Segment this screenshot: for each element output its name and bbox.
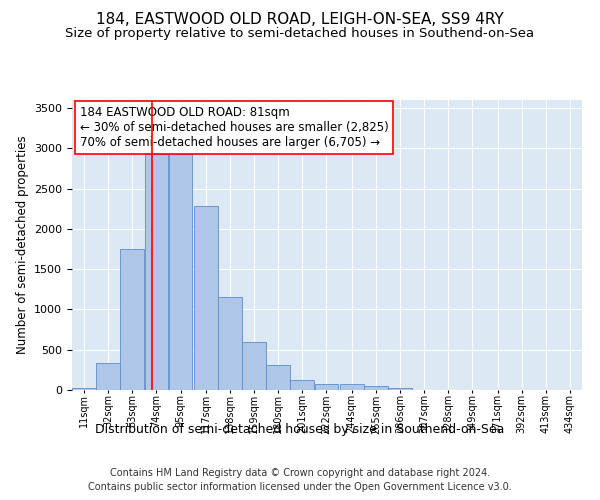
Bar	[145, 154, 169, 390]
Text: 184, EASTWOOD OLD ROAD, LEIGH-ON-SEA, SS9 4RY: 184, EASTWOOD OLD ROAD, LEIGH-ON-SEA, SS…	[96, 12, 504, 28]
Y-axis label: Number of semi-detached properties: Number of semi-detached properties	[16, 136, 29, 354]
Bar	[314, 384, 338, 390]
Bar	[290, 380, 314, 390]
Text: Contains HM Land Registry data © Crown copyright and database right 2024.: Contains HM Land Registry data © Crown c…	[110, 468, 490, 477]
Bar	[218, 296, 242, 390]
Bar	[169, 154, 193, 390]
Text: 184 EASTWOOD OLD ROAD: 81sqm
← 30% of semi-detached houses are smaller (2,825)
7: 184 EASTWOOD OLD ROAD: 81sqm ← 30% of se…	[80, 106, 388, 149]
Text: Size of property relative to semi-detached houses in Southend-on-Sea: Size of property relative to semi-detach…	[65, 28, 535, 40]
Bar	[388, 388, 412, 390]
Bar	[96, 362, 120, 390]
Bar	[72, 388, 96, 390]
Bar	[194, 206, 218, 390]
Bar	[340, 384, 364, 390]
Bar	[266, 366, 290, 390]
Bar	[121, 249, 144, 390]
Text: Distribution of semi-detached houses by size in Southend-on-Sea: Distribution of semi-detached houses by …	[95, 422, 505, 436]
Text: Contains public sector information licensed under the Open Government Licence v3: Contains public sector information licen…	[88, 482, 512, 492]
Bar	[364, 386, 388, 390]
Bar	[242, 342, 266, 390]
